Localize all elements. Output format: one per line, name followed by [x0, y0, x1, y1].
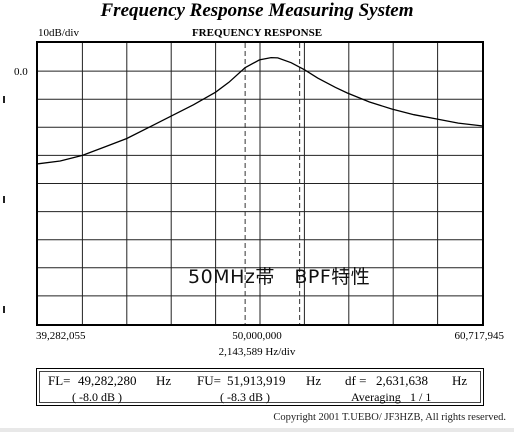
- copyright-notice: Copyright 2001 T.UEBO/ JF3HZB, All right…: [273, 412, 506, 423]
- start-frequency-label: 39,282,055: [36, 330, 86, 342]
- averaging-label: Averaging: [351, 390, 401, 404]
- window-edge-tick: [3, 196, 5, 203]
- window-edge-tick: [3, 96, 5, 103]
- fl-value: 49,282,280: [78, 373, 137, 388]
- results-panel-inner: FL= 49,282,280 Hz ( -8.0 dB ) FU= 51,913…: [39, 371, 481, 404]
- plot-area: [36, 41, 484, 326]
- averaging-value: 1 / 1: [410, 390, 432, 404]
- response-plot-svg: [38, 43, 482, 324]
- panel-title: FREQUENCY RESPONSE: [191, 27, 323, 39]
- fu-value: 51,913,919: [227, 373, 286, 388]
- response-curve-0: [38, 56, 482, 165]
- df-value: 2,631,638: [376, 373, 428, 388]
- fu-unit: Hz: [306, 373, 322, 388]
- y-scale-label: 10dB/div: [38, 27, 79, 39]
- df-label: df =: [345, 373, 367, 388]
- fu-db: ( -8.3 dB ): [220, 390, 270, 404]
- fl-unit: Hz: [156, 373, 172, 388]
- results-panel: FL= 49,282,280 Hz ( -8.0 dB ) FU= 51,913…: [36, 368, 484, 406]
- end-frequency-label: 60,717,945: [454, 330, 505, 342]
- fl-label: FL=: [48, 373, 71, 388]
- reference-level-label: 0.0: [14, 66, 28, 78]
- app-title: Frequency Response Measuring System: [100, 0, 414, 21]
- frequency-per-div-label: 2,143,589 Hz/div: [218, 346, 296, 358]
- window-edge-tick: [3, 306, 5, 313]
- window-bottom-edge: [0, 428, 514, 432]
- plot-annotation: 50MHz帯 BPF特性: [188, 266, 371, 288]
- fu-label: FU=: [197, 373, 221, 388]
- center-frequency-label: 50,000,000: [232, 330, 282, 342]
- fl-db: ( -8.0 dB ): [72, 390, 122, 404]
- df-unit: Hz: [452, 373, 468, 388]
